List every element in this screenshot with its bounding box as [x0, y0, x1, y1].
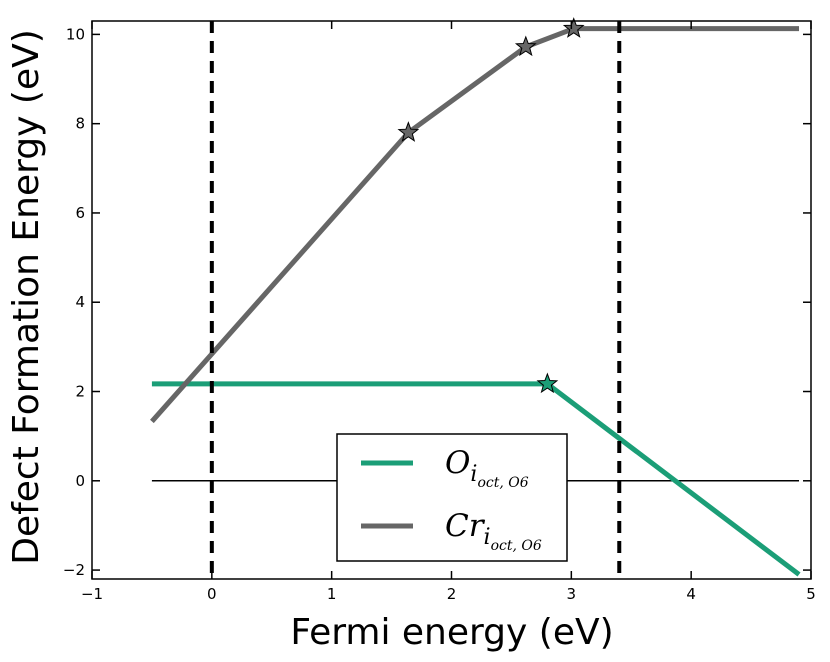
legend-entry-1: Crioct, O6 — [445, 508, 542, 554]
y-tick-label: 6 — [75, 204, 85, 222]
legend-base-text: O — [445, 445, 470, 481]
x-tick-label: 4 — [686, 585, 696, 603]
legend-entry-0: Oioct, O6 — [445, 445, 529, 491]
legend-sub-subscript-text: oct, O6 — [491, 538, 542, 554]
y-tick-label: 10 — [66, 25, 85, 43]
legend-subscript-text: i — [484, 525, 491, 550]
x-tick-label: −1 — [81, 585, 103, 603]
legend-sub-subscript-text: oct, O6 — [477, 475, 528, 491]
x-axis-label: Fermi energy (eV) — [290, 612, 613, 653]
y-tick-label: 0 — [75, 472, 85, 490]
y-tick-label: −2 — [63, 561, 85, 579]
x-tick-label: 2 — [447, 585, 457, 603]
transition-star-1-0 — [397, 121, 420, 142]
x-tick-label: 0 — [207, 585, 217, 603]
plot-area: −1 0 1 2 3 4 5 −2 0 2 4 6 8 10 — [63, 17, 816, 603]
series-line-1 — [150, 26, 800, 424]
transition-star-1-2 — [562, 17, 585, 38]
legend-box — [336, 433, 568, 562]
transition-star-1-1 — [514, 35, 537, 57]
y-tick-label: 8 — [75, 115, 85, 133]
y-axis-label: Defect Formation Energy (eV) — [6, 29, 47, 565]
x-tick-label: 1 — [327, 585, 337, 603]
y-tick-label: 2 — [75, 383, 85, 401]
x-tick-label: 3 — [567, 585, 577, 603]
transition-star-0-0 — [536, 372, 559, 394]
x-tick-label: 5 — [806, 585, 816, 603]
legend-base-text: Cr — [445, 508, 486, 544]
y-tick-label: 4 — [75, 293, 85, 311]
legend-subscript-text: i — [470, 462, 477, 487]
